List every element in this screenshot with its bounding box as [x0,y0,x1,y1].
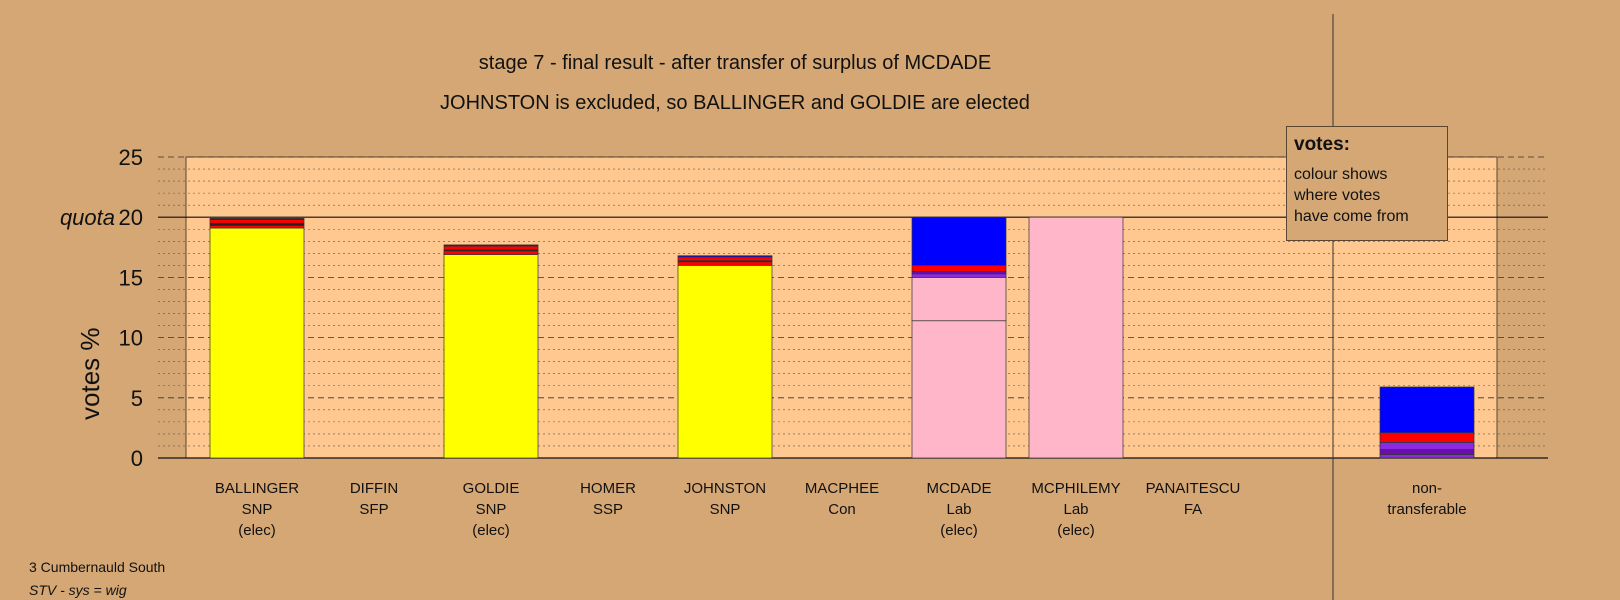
candidate-label-line: MCDADE [926,480,992,497]
candidate-label-line: PANAITESCU [1145,480,1241,497]
bar-segment [1379,432,1475,443]
candidate-label-line: SSP [592,501,623,518]
candidate-label: MCDADE Lab (elec) [899,478,1019,541]
y-tick-label: 20 [119,205,143,230]
bar-segment [911,320,1007,459]
bar [911,216,1007,459]
candidate-label-line: DIFFIN [349,480,399,497]
quota-label: quota [60,205,115,230]
bar [677,255,773,459]
plot-area [158,14,1548,600]
candidate-label-line: MACPHEE [804,480,880,497]
bars [209,216,1475,459]
candidate-label-line: MCPHILEMY [1031,480,1121,497]
candidate-label-line: SNP [475,501,507,518]
candidate-label-line: (elec) [1057,522,1095,539]
candidate-label: HOMER SSP [548,478,668,520]
candidate-label-line: SNP [709,501,741,518]
bar-segment [443,244,539,247]
bar-segment [1379,449,1475,455]
y-axis-label: votes % [75,327,105,420]
bar-segment [1379,441,1475,450]
candidate-label-line: SNP [241,501,273,518]
area-label: 3 Cumbernauld South [29,559,166,575]
bar [443,244,539,459]
bar-segment [209,222,305,226]
y-tick-label: 0 [131,446,143,471]
legend-line: colour shows [1294,166,1388,183]
bar-segment [911,273,1007,278]
bar-segment [1379,386,1475,434]
bar-segment [209,227,305,459]
legend-line: where votes [1294,187,1381,204]
bar-segment [1028,216,1124,459]
y-axis: 0 5 10 15 20 25 quota votes % [60,145,143,471]
bar-segment [677,256,773,261]
bar-segment [911,216,1007,266]
bar-segment [677,261,773,266]
candidate-label-line: Lab [1063,501,1089,518]
candidate-label: BALLINGER SNP (elec) [197,478,317,541]
candidate-label-line: Lab [946,501,972,518]
legend: votes: colour shows where votes have com… [1286,126,1448,241]
bar-segment [209,219,305,224]
candidate-label-line: (elec) [940,522,978,539]
nontransferable-label-line: non- [1411,480,1443,497]
plot-band [185,156,1498,459]
bar-segment [443,250,539,255]
chart-title: stage 7 - final result - after transfer … [478,52,992,74]
chart-subtitle: JOHNSTON is excluded, so BALLINGER and G… [440,92,1030,114]
bar-segment [1379,454,1475,459]
candidate-label: DIFFIN SFP [314,478,434,520]
candidate-label-line: FA [1183,501,1203,518]
bar-segment [443,254,539,459]
candidate-label: MCPHILEMY Lab (elec) [1016,478,1136,541]
candidate-label-line: Con [828,501,856,518]
bar-segment [209,225,305,229]
candidate-label-line: (elec) [472,522,510,539]
candidate-label: JOHNSTON SNP [665,478,785,520]
nontransferable-label-line: transferable [1387,501,1467,518]
legend-line: have come from [1294,208,1409,225]
candidate-label: GOLDIE SNP (elec) [431,478,551,541]
y-tick-label: 15 [119,265,143,290]
nontransferable-bar [1379,386,1475,459]
legend-title: votes: [1294,134,1350,155]
candidate-label: MACPHEE Con [782,478,902,520]
y-tick-label: 5 [131,386,143,411]
candidate-label-line: (elec) [238,522,276,539]
y-tick-label: 10 [119,326,143,351]
bar-segment [911,271,1007,275]
candidate-label-line: BALLINGER [214,480,300,497]
system-label: STV - sys = wig [29,582,127,598]
nontransferable-label: non-transferable [1367,478,1487,520]
bar-segment [911,277,1007,322]
bar [209,218,305,459]
y-tick-label: 25 [119,145,143,170]
candidate-label-line: GOLDIE [462,480,520,497]
bar-segment [677,265,773,459]
bar [1028,216,1124,459]
candidate-label: PANAITESCU FA [1133,478,1253,520]
bar-segment [209,218,305,220]
candidate-label-line: HOMER [580,480,636,497]
bar-segment [443,245,539,251]
bar-segment [677,255,773,258]
candidate-label-line: JOHNSTON [683,480,767,497]
bar-segment [911,265,1007,272]
candidate-label-line: SFP [359,501,389,518]
